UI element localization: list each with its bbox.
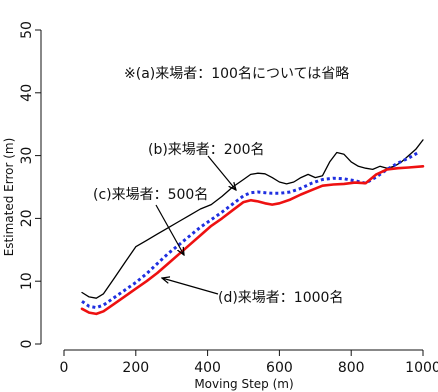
x-axis-ticks: 0 200 400 600 800 1000	[60, 350, 438, 376]
x-tick-label: 400	[194, 360, 221, 376]
annotation-b-label: (b)来場者：200名	[148, 142, 265, 158]
y-tick-label: 30	[19, 147, 35, 165]
series-layer	[80, 139, 425, 316]
y-axis-label: Estimated Error (m)	[2, 138, 16, 257]
annotation-d-label: (d)来場者：1000名	[218, 290, 343, 306]
x-tick-label: 600	[266, 360, 293, 376]
y-tick-label: 20	[19, 209, 35, 227]
y-tick-label: 0	[19, 340, 35, 349]
x-axis-label: Moving Step (m)	[194, 377, 293, 391]
annotation-d-arrow	[162, 278, 219, 295]
y-tick-label: 40	[19, 84, 35, 102]
annotation-c-label: (c)来場者：500名	[93, 187, 208, 203]
y-tick-label: 10	[19, 272, 35, 290]
annotation-c-arrow	[155, 204, 184, 255]
x-tick-label: 200	[122, 360, 149, 376]
x-tick-label: 1000	[405, 360, 438, 376]
annotation-b-arrow	[207, 155, 236, 190]
y-tick-label: 50	[19, 21, 35, 39]
y-axis-ticks: 0 10 20 30 40 50	[19, 21, 41, 348]
note-text: ※(a)来場者：100名については省略	[124, 66, 349, 82]
x-tick-label: 800	[338, 360, 365, 376]
series-1000-line	[80, 165, 425, 316]
x-tick-label: 0	[60, 360, 69, 376]
series-200-line	[81, 139, 424, 299]
